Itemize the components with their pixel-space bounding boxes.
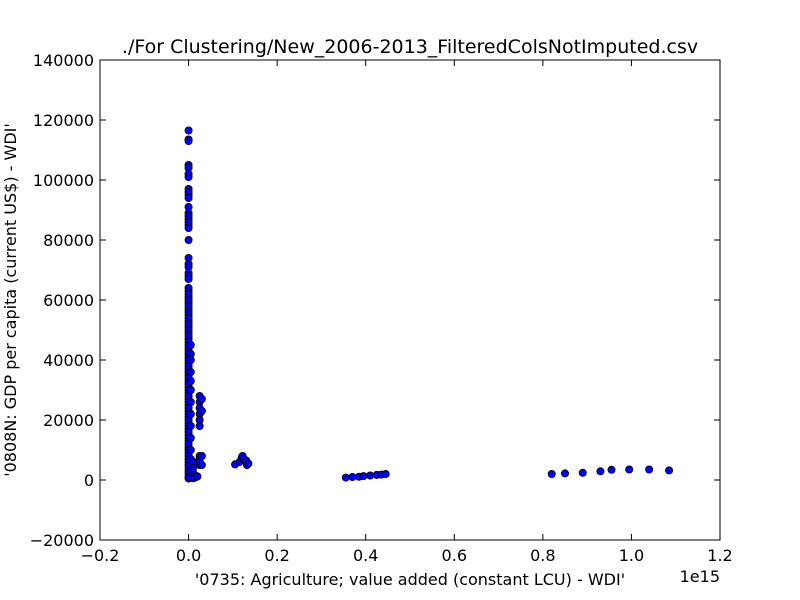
y-axis-ticks: −20000 0 20000 40000 60000 80000 100000 120000 1… — [30, 51, 720, 550]
data-point — [186, 409, 195, 418]
data-point — [184, 172, 193, 181]
data-point — [244, 459, 253, 468]
data-point — [184, 126, 193, 135]
data-point — [197, 451, 206, 460]
data-point — [186, 340, 195, 349]
data-point — [596, 467, 605, 476]
data-point — [359, 472, 368, 481]
data-point — [366, 471, 375, 480]
data-point — [184, 136, 193, 145]
y-tick-label: 140000 — [33, 51, 94, 70]
x-tick-label: 1.2 — [707, 546, 732, 565]
data-point — [381, 469, 390, 478]
data-point — [184, 193, 193, 202]
y-tick-label: 80000 — [43, 231, 94, 250]
data-point — [197, 406, 206, 415]
data-point — [195, 421, 204, 430]
data-point — [186, 433, 195, 442]
data-point — [578, 468, 587, 477]
data-point — [186, 367, 195, 376]
y-tick-label: 0 — [84, 471, 94, 490]
data-point — [186, 355, 195, 364]
data-point — [184, 235, 193, 244]
x-tick-label: 1.0 — [619, 546, 644, 565]
x-axis-ticks: −0.2 0.0 0.2 0.4 0.6 0.8 1.0 1.2 — [81, 60, 733, 565]
data-point — [607, 465, 616, 474]
data-point — [186, 445, 195, 454]
data-point — [665, 466, 674, 475]
y-tick-label: 40000 — [43, 351, 94, 370]
data-point — [561, 469, 570, 478]
y-tick-label: 60000 — [43, 291, 94, 310]
data-point — [184, 274, 193, 283]
data-point — [193, 472, 202, 481]
data-point — [186, 421, 195, 430]
data-point — [341, 473, 350, 482]
data-point — [197, 394, 206, 403]
y-tick-label: 20000 — [43, 411, 94, 430]
y-tick-label: 120000 — [33, 111, 94, 130]
data-point — [197, 460, 206, 469]
x-tick-label: 0.8 — [530, 546, 555, 565]
data-point — [645, 465, 654, 474]
data-point — [186, 397, 195, 406]
x-axis-offset-text: 1e15 — [680, 567, 720, 586]
data-point — [184, 223, 193, 232]
x-tick-label: 0.0 — [176, 546, 201, 565]
data-point — [348, 472, 357, 481]
x-tick-label: −0.2 — [81, 546, 120, 565]
data-point — [186, 385, 195, 394]
y-axis-label: '0808N: GDP per capita (current US$) - W… — [1, 123, 20, 477]
y-tick-label: −20000 — [30, 531, 94, 550]
x-tick-label: 0.4 — [353, 546, 378, 565]
chart-title: ./For Clustering/New_2006-2013_FilteredC… — [122, 36, 698, 58]
data-point — [186, 376, 195, 385]
x-axis-label: '0735: Agriculture; value added (constan… — [195, 570, 625, 589]
data-point — [547, 469, 556, 478]
data-point — [625, 465, 634, 474]
data-points — [184, 126, 674, 483]
x-tick-label: 0.6 — [442, 546, 467, 565]
y-tick-label: 100000 — [33, 171, 94, 190]
x-tick-label: 0.2 — [264, 546, 289, 565]
